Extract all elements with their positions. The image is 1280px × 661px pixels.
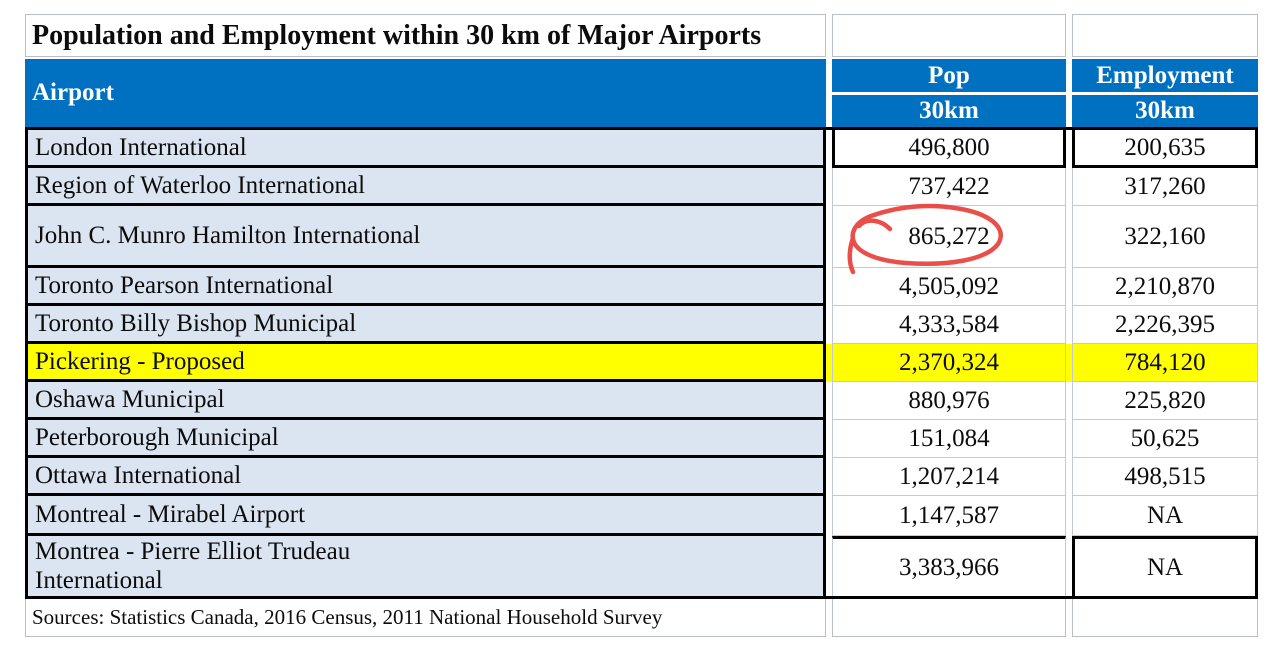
employment-value-cell: 784,120 xyxy=(1072,344,1258,382)
pop-value-cell: 496,800 xyxy=(832,130,1066,168)
airport-name-cell: Montreal - Mirabel Airport xyxy=(25,496,826,536)
airport-name-text: Montrea - Pierre Elliot Trudeau Internat… xyxy=(35,538,351,594)
pop-value-cell: 2,370,324 xyxy=(832,344,1066,382)
column-gap xyxy=(1066,168,1072,206)
airport-name-cell: Ottawa International xyxy=(25,458,826,496)
column-gap xyxy=(826,306,832,344)
pop-value-cell: 737,422 xyxy=(832,168,1066,206)
airport-name-cell: Montrea - Pierre Elliot Trudeau Internat… xyxy=(25,536,826,596)
empty-cell xyxy=(832,14,1066,57)
column-header-airport: Airport xyxy=(25,59,826,127)
column-header-pop-group: Pop 30km xyxy=(832,59,1066,127)
column-gap xyxy=(826,458,832,496)
column-header-employment-30km: 30km xyxy=(1072,95,1258,127)
column-gap xyxy=(826,130,832,168)
column-gap xyxy=(1066,268,1072,306)
employment-value-cell: 498,515 xyxy=(1072,458,1258,496)
empty-cell xyxy=(1072,14,1258,57)
employment-value-cell: 2,226,395 xyxy=(1072,306,1258,344)
column-gap xyxy=(826,14,832,57)
column-gap xyxy=(826,206,832,268)
column-gap xyxy=(826,420,832,458)
pop-value-cell: 4,333,584 xyxy=(832,306,1066,344)
airport-name-cell: John C. Munro Hamilton International xyxy=(25,206,826,268)
column-gap xyxy=(1066,59,1072,127)
column-gap xyxy=(826,536,832,596)
pop-value-cell: 880,976 xyxy=(832,382,1066,420)
pop-value-cell: 4,505,092 xyxy=(832,268,1066,306)
column-header-pop-30km: 30km xyxy=(832,95,1066,127)
table-row-billy-bishop: Toronto Billy Bishop Municipal 4,333,584… xyxy=(25,306,1258,344)
employment-value-cell: 322,160 xyxy=(1072,206,1258,268)
column-gap xyxy=(1066,14,1072,57)
column-gap xyxy=(826,344,832,382)
table-row-trudeau: Montrea - Pierre Elliot Trudeau Internat… xyxy=(25,536,1258,596)
employment-value-cell: 200,635 xyxy=(1072,130,1258,168)
column-header-employment: Employment xyxy=(1072,59,1258,95)
column-gap xyxy=(826,496,832,536)
column-gap xyxy=(1066,458,1072,496)
table-row-pearson: Toronto Pearson International 4,505,092 … xyxy=(25,268,1258,306)
table-row-hamilton: John C. Munro Hamilton International 865… xyxy=(25,206,1258,268)
airport-name-cell: Oshawa Municipal xyxy=(25,382,826,420)
table-row-peterborough: Peterborough Municipal 151,084 50,625 xyxy=(25,420,1258,458)
airport-name-cell: Toronto Pearson International xyxy=(25,268,826,306)
page-title: Population and Employment within 30 km o… xyxy=(25,14,826,57)
table-row-ottawa: Ottawa International 1,207,214 498,515 xyxy=(25,458,1258,496)
employment-value-cell: NA xyxy=(1072,496,1258,536)
table-row-pickering-highlighted: Pickering - Proposed 2,370,324 784,120 xyxy=(25,344,1258,382)
title-row: Population and Employment within 30 km o… xyxy=(25,14,1258,57)
column-gap xyxy=(1066,599,1072,637)
table-row-london: London International 496,800 200,635 xyxy=(25,130,1258,168)
table-row-oshawa: Oshawa Municipal 880,976 225,820 xyxy=(25,382,1258,420)
column-gap xyxy=(826,59,832,127)
column-gap xyxy=(826,382,832,420)
header-row: Airport Pop 30km Employment 30km xyxy=(25,59,1258,127)
employment-value-cell: 317,260 xyxy=(1072,168,1258,206)
airport-name-cell: Region of Waterloo International xyxy=(25,168,826,206)
column-header-pop: Pop xyxy=(832,59,1066,95)
column-gap xyxy=(1066,130,1072,168)
table-body: London International 496,800 200,635 Reg… xyxy=(25,127,1258,596)
column-gap xyxy=(1066,536,1072,596)
employment-value-cell: NA xyxy=(1072,536,1258,596)
pop-value-cell-circled: 865,272 xyxy=(832,206,1066,268)
column-gap xyxy=(826,268,832,306)
airport-name-cell: Peterborough Municipal xyxy=(25,420,826,458)
column-gap xyxy=(1066,306,1072,344)
column-gap xyxy=(1066,382,1072,420)
pop-value-cell: 151,084 xyxy=(832,420,1066,458)
empty-cell xyxy=(1072,599,1258,637)
pop-value-cell: 3,383,966 xyxy=(832,536,1066,596)
employment-value-cell: 50,625 xyxy=(1072,420,1258,458)
column-gap xyxy=(1066,344,1072,382)
column-gap xyxy=(1066,496,1072,536)
column-gap xyxy=(1066,206,1072,268)
airport-name-cell: Pickering - Proposed xyxy=(25,344,826,382)
column-gap xyxy=(826,599,832,637)
column-gap xyxy=(826,168,832,206)
empty-cell xyxy=(832,599,1066,637)
pop-value-cell: 1,207,214 xyxy=(832,458,1066,496)
employment-value-cell: 225,820 xyxy=(1072,382,1258,420)
table-row-mirabel: Montreal - Mirabel Airport 1,147,587 NA xyxy=(25,496,1258,536)
column-gap xyxy=(1066,420,1072,458)
sources-row: Sources: Statistics Canada, 2016 Census,… xyxy=(25,596,1258,637)
column-header-employment-group: Employment 30km xyxy=(1072,59,1258,127)
employment-value-cell: 2,210,870 xyxy=(1072,268,1258,306)
sources-text: Sources: Statistics Canada, 2016 Census,… xyxy=(25,599,826,637)
airport-name-cell: Toronto Billy Bishop Municipal xyxy=(25,306,826,344)
pop-value-cell: 1,147,587 xyxy=(832,496,1066,536)
airport-table: Population and Employment within 30 km o… xyxy=(25,14,1258,637)
table-row-waterloo: Region of Waterloo International 737,422… xyxy=(25,168,1258,206)
airport-name-cell: London International xyxy=(25,130,826,168)
